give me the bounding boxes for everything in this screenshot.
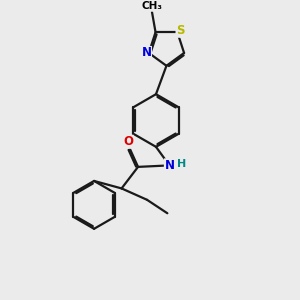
Text: N: N [141, 46, 152, 59]
Text: S: S [176, 24, 184, 37]
Text: CH₃: CH₃ [141, 1, 162, 11]
Text: N: N [164, 159, 174, 172]
Text: O: O [123, 135, 133, 148]
Text: H: H [177, 159, 187, 169]
